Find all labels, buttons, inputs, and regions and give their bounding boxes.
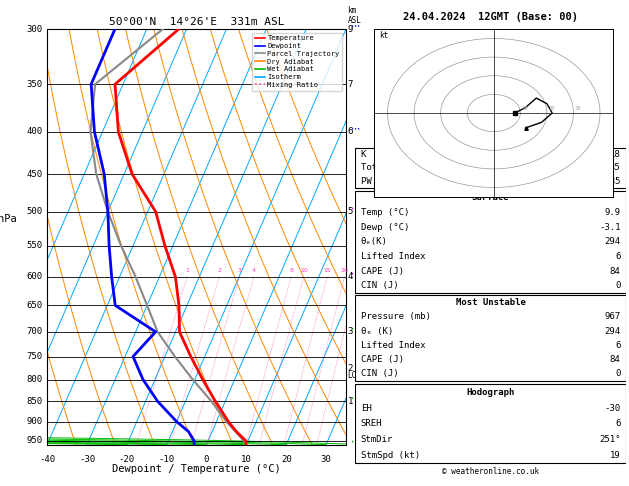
Text: CIN (J): CIN (J) <box>361 369 398 379</box>
Text: km
ASL: km ASL <box>347 6 361 25</box>
Text: θₑ(K): θₑ(K) <box>361 237 387 246</box>
Text: 294: 294 <box>604 237 620 246</box>
Text: -20: -20 <box>119 455 135 464</box>
Text: 900: 900 <box>26 417 43 426</box>
Text: SREH: SREH <box>361 419 382 428</box>
Text: 3: 3 <box>237 268 242 274</box>
Text: EH: EH <box>361 403 372 413</box>
Text: 6: 6 <box>615 341 620 350</box>
Text: 30: 30 <box>575 106 581 111</box>
Text: 967: 967 <box>604 312 620 321</box>
Text: 15: 15 <box>323 268 331 274</box>
Text: 8: 8 <box>289 268 293 274</box>
Text: 700: 700 <box>26 328 43 336</box>
Text: 2: 2 <box>218 268 221 274</box>
Text: CAPE (J): CAPE (J) <box>361 355 404 364</box>
Text: Lifted Index: Lifted Index <box>361 341 425 350</box>
Text: 5: 5 <box>347 207 353 216</box>
Text: 84: 84 <box>610 266 620 276</box>
Legend: Temperature, Dewpoint, Parcel Trajectory, Dry Adiabat, Wet Adiabat, Isotherm, Mi: Temperature, Dewpoint, Parcel Trajectory… <box>252 33 342 90</box>
Text: hPa: hPa <box>0 214 17 224</box>
Text: 500: 500 <box>26 207 43 216</box>
Text: 10: 10 <box>241 455 252 464</box>
Text: Dewp (°C): Dewp (°C) <box>361 223 409 232</box>
Text: 950: 950 <box>26 436 43 446</box>
Text: CAPE (J): CAPE (J) <box>361 266 404 276</box>
Text: -3.1: -3.1 <box>599 223 620 232</box>
Text: 350: 350 <box>26 80 43 89</box>
Text: 550: 550 <box>26 241 43 250</box>
X-axis label: Dewpoint / Temperature (°C): Dewpoint / Temperature (°C) <box>112 464 281 474</box>
Text: kt: kt <box>379 32 389 40</box>
Text: 84: 84 <box>610 355 620 364</box>
Text: -10: -10 <box>159 455 175 464</box>
Text: Surface: Surface <box>472 193 509 203</box>
Text: 10: 10 <box>521 106 528 111</box>
Text: 9: 9 <box>347 25 353 34</box>
Text: 6: 6 <box>615 419 620 428</box>
Text: 300: 300 <box>26 25 43 34</box>
Text: 20: 20 <box>340 268 348 274</box>
Text: 4: 4 <box>347 272 353 281</box>
Text: PW (cm): PW (cm) <box>361 177 398 186</box>
Text: Temp (°C): Temp (°C) <box>361 208 409 217</box>
Text: θₑ (K): θₑ (K) <box>361 327 393 336</box>
Text: LCL: LCL <box>347 370 361 380</box>
Title: 50°00'N  14°26'E  331m ASL: 50°00'N 14°26'E 331m ASL <box>109 17 284 27</box>
Text: 3: 3 <box>347 328 353 336</box>
Text: 9.9: 9.9 <box>604 208 620 217</box>
Text: 400: 400 <box>26 127 43 137</box>
Text: 0: 0 <box>204 455 209 464</box>
Text: 0: 0 <box>615 281 620 290</box>
Text: -30: -30 <box>79 455 95 464</box>
Text: StmDir: StmDir <box>361 435 393 444</box>
Text: 18: 18 <box>610 150 620 159</box>
Text: CIN (J): CIN (J) <box>361 281 398 290</box>
Bar <box>355 384 626 463</box>
Bar <box>355 148 626 188</box>
Text: 20: 20 <box>548 106 555 111</box>
Text: 19: 19 <box>610 451 620 460</box>
Text: 4: 4 <box>252 268 256 274</box>
Text: Totals Totals: Totals Totals <box>361 163 431 173</box>
Text: 251°: 251° <box>599 435 620 444</box>
Text: -40: -40 <box>39 455 55 464</box>
Text: 1: 1 <box>347 397 353 406</box>
Text: 800: 800 <box>26 375 43 384</box>
Text: 7: 7 <box>347 80 353 89</box>
Text: 2: 2 <box>347 364 353 373</box>
Bar <box>355 295 626 381</box>
Text: 6: 6 <box>347 127 353 137</box>
Text: 750: 750 <box>26 352 43 361</box>
Text: Hodograph: Hodograph <box>467 388 515 397</box>
Text: 450: 450 <box>26 170 43 178</box>
Text: K: K <box>361 150 366 159</box>
Text: 850: 850 <box>26 397 43 406</box>
Text: © weatheronline.co.uk: © weatheronline.co.uk <box>442 468 539 476</box>
Text: 20: 20 <box>281 455 292 464</box>
Text: 294: 294 <box>604 327 620 336</box>
Text: -30: -30 <box>604 403 620 413</box>
Text: 10: 10 <box>300 268 308 274</box>
Text: 6: 6 <box>615 252 620 261</box>
Text: 0.85: 0.85 <box>599 177 620 186</box>
Text: Most Unstable: Most Unstable <box>455 298 526 307</box>
Text: 0: 0 <box>615 369 620 379</box>
Text: Pressure (mb): Pressure (mb) <box>361 312 431 321</box>
Text: StmSpd (kt): StmSpd (kt) <box>361 451 420 460</box>
Text: Lifted Index: Lifted Index <box>361 252 425 261</box>
Text: 1: 1 <box>185 268 189 274</box>
Text: 650: 650 <box>26 301 43 310</box>
Text: 600: 600 <box>26 272 43 281</box>
Text: 24.04.2024  12GMT (Base: 00): 24.04.2024 12GMT (Base: 00) <box>403 12 578 22</box>
Text: 25: 25 <box>354 268 362 274</box>
Text: 30: 30 <box>321 455 331 464</box>
Bar <box>355 191 626 293</box>
Text: 45: 45 <box>610 163 620 173</box>
